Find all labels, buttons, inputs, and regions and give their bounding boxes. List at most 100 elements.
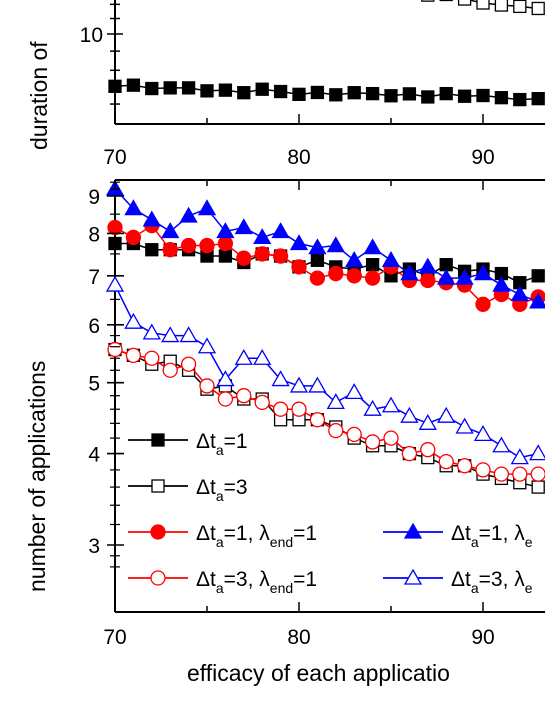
data-point-open-triangle bbox=[289, 376, 309, 393]
data-point-filled-square bbox=[347, 86, 361, 100]
bottom-x-tick-label: 90 bbox=[471, 626, 494, 649]
data-point-filled-circle bbox=[364, 270, 381, 286]
data-point-filled-circle bbox=[217, 235, 234, 252]
data-point-open-circle bbox=[512, 466, 528, 482]
bottom-y-tick-label: 4 bbox=[88, 444, 100, 467]
series-line-filled-triangle bbox=[114, 188, 539, 303]
data-point-filled-square bbox=[439, 86, 453, 101]
data-point-filled-circle bbox=[162, 242, 178, 258]
data-point-open-circle bbox=[162, 362, 178, 378]
legend-swatch-marker bbox=[150, 570, 166, 586]
data-point-filled-triangle bbox=[510, 285, 529, 302]
series-filled-triangle bbox=[105, 179, 545, 309]
data-point-open-circle bbox=[420, 442, 436, 458]
data-point-open-triangle bbox=[492, 436, 511, 453]
data-point-open-triangle bbox=[271, 370, 290, 387]
data-point-filled-square bbox=[310, 85, 325, 100]
bottom-x-tick-label: 70 bbox=[103, 626, 126, 649]
bottom-y-tick-label: 9 bbox=[88, 186, 100, 209]
data-point-open-triangle bbox=[473, 425, 493, 442]
data-point-filled-square bbox=[384, 89, 398, 103]
data-point-filled-triangle bbox=[142, 210, 161, 227]
data-point-filled-triangle bbox=[308, 238, 327, 255]
series-line-filled-square bbox=[115, 242, 539, 284]
legend-swatch-marker bbox=[403, 568, 423, 585]
legend-item: Δta=3 bbox=[128, 476, 248, 504]
data-point-filled-triangle bbox=[289, 234, 309, 251]
data-point-filled-circle bbox=[180, 237, 197, 254]
data-point-filled-triangle bbox=[253, 228, 272, 245]
top-series-group bbox=[108, 0, 545, 107]
data-point-filled-square bbox=[457, 89, 472, 103]
data-point-filled-circle bbox=[346, 268, 362, 284]
data-point-filled-square bbox=[365, 258, 380, 272]
data-point-open-square bbox=[494, 0, 509, 12]
bottom-y-axis-title: number of applications bbox=[24, 361, 50, 592]
data-point-filled-circle bbox=[420, 272, 436, 289]
data-point-filled-circle bbox=[254, 246, 270, 262]
data-point-filled-square bbox=[200, 84, 214, 98]
data-point-open-triangle bbox=[529, 444, 545, 461]
data-point-open-triangle bbox=[326, 393, 345, 410]
bottom-tick-group: 3 4 5 6 7 8 9 70 80 90 bbox=[88, 180, 495, 649]
data-point-filled-square bbox=[181, 81, 196, 95]
data-point-filled-square bbox=[237, 86, 251, 100]
data-point-filled-square bbox=[218, 83, 233, 97]
data-point-open-triangle bbox=[105, 275, 125, 292]
legend-item: Δta=1, λe bbox=[383, 522, 533, 550]
data-point-open-circle bbox=[493, 466, 510, 482]
data-point-filled-square bbox=[402, 87, 417, 101]
bottom-x-tick-label: 80 bbox=[287, 626, 310, 649]
data-point-filled-triangle bbox=[271, 222, 290, 239]
data-point-filled-circle bbox=[199, 237, 215, 254]
data-point-open-triangle bbox=[308, 376, 327, 393]
data-point-filled-square bbox=[145, 243, 159, 257]
bottom-y-tick-label: 7 bbox=[88, 266, 100, 289]
data-point-open-triangle bbox=[363, 399, 382, 416]
data-point-filled-square bbox=[145, 81, 159, 96]
data-point-filled-triangle bbox=[437, 268, 456, 285]
data-point-open-circle bbox=[438, 454, 454, 470]
data-point-filled-circle bbox=[272, 248, 289, 264]
bottom-x-axis-title: efficacy of each applicatio bbox=[187, 660, 450, 686]
data-point-filled-square bbox=[255, 82, 269, 96]
data-point-open-triangle bbox=[381, 396, 401, 413]
data-point-open-circle bbox=[475, 462, 491, 478]
data-point-filled-square bbox=[126, 78, 141, 92]
data-point-open-circle bbox=[328, 422, 344, 439]
data-point-filled-triangle bbox=[326, 236, 345, 253]
data-point-filled-triangle bbox=[161, 222, 180, 239]
bottom-y-tick-label: 8 bbox=[88, 223, 100, 246]
top-panel: 10 70 80 90 duration of bbox=[26, 0, 545, 169]
data-point-open-circle bbox=[272, 401, 289, 417]
bottom-series-group bbox=[105, 179, 545, 494]
data-point-open-triangle bbox=[455, 417, 474, 434]
data-point-open-triangle bbox=[345, 383, 364, 400]
data-point-filled-triangle bbox=[345, 251, 364, 267]
top-x-tick-label: 70 bbox=[103, 146, 126, 169]
legend-item: Δta=1, λend=1 bbox=[128, 522, 317, 550]
data-point-filled-square bbox=[476, 88, 490, 103]
data-point-filled-circle bbox=[475, 296, 491, 312]
data-point-filled-circle bbox=[328, 265, 344, 282]
data-point-filled-square bbox=[513, 92, 527, 107]
series-open-square bbox=[421, 0, 545, 16]
data-point-open-square bbox=[476, 0, 490, 10]
legend-item: Δta=3, λe bbox=[383, 568, 533, 596]
data-point-filled-circle bbox=[125, 229, 142, 246]
legend-item: Δta=1 bbox=[128, 430, 248, 458]
legend-item: Δta=3, λend=1 bbox=[128, 568, 317, 596]
data-point-open-circle bbox=[401, 445, 418, 462]
bottom-y-tick-label: 5 bbox=[88, 373, 100, 396]
legend-label: Δta=1, λend=1 bbox=[196, 522, 317, 550]
data-point-open-circle bbox=[383, 430, 399, 446]
series-open-triangle bbox=[105, 275, 545, 465]
data-point-open-square bbox=[457, 0, 472, 6]
series-line-open-triangle bbox=[114, 284, 539, 459]
top-y-tick-label: 10 bbox=[80, 24, 103, 47]
data-point-open-triangle bbox=[510, 448, 529, 465]
data-point-open-triangle bbox=[124, 312, 143, 329]
data-point-open-circle bbox=[125, 347, 142, 363]
